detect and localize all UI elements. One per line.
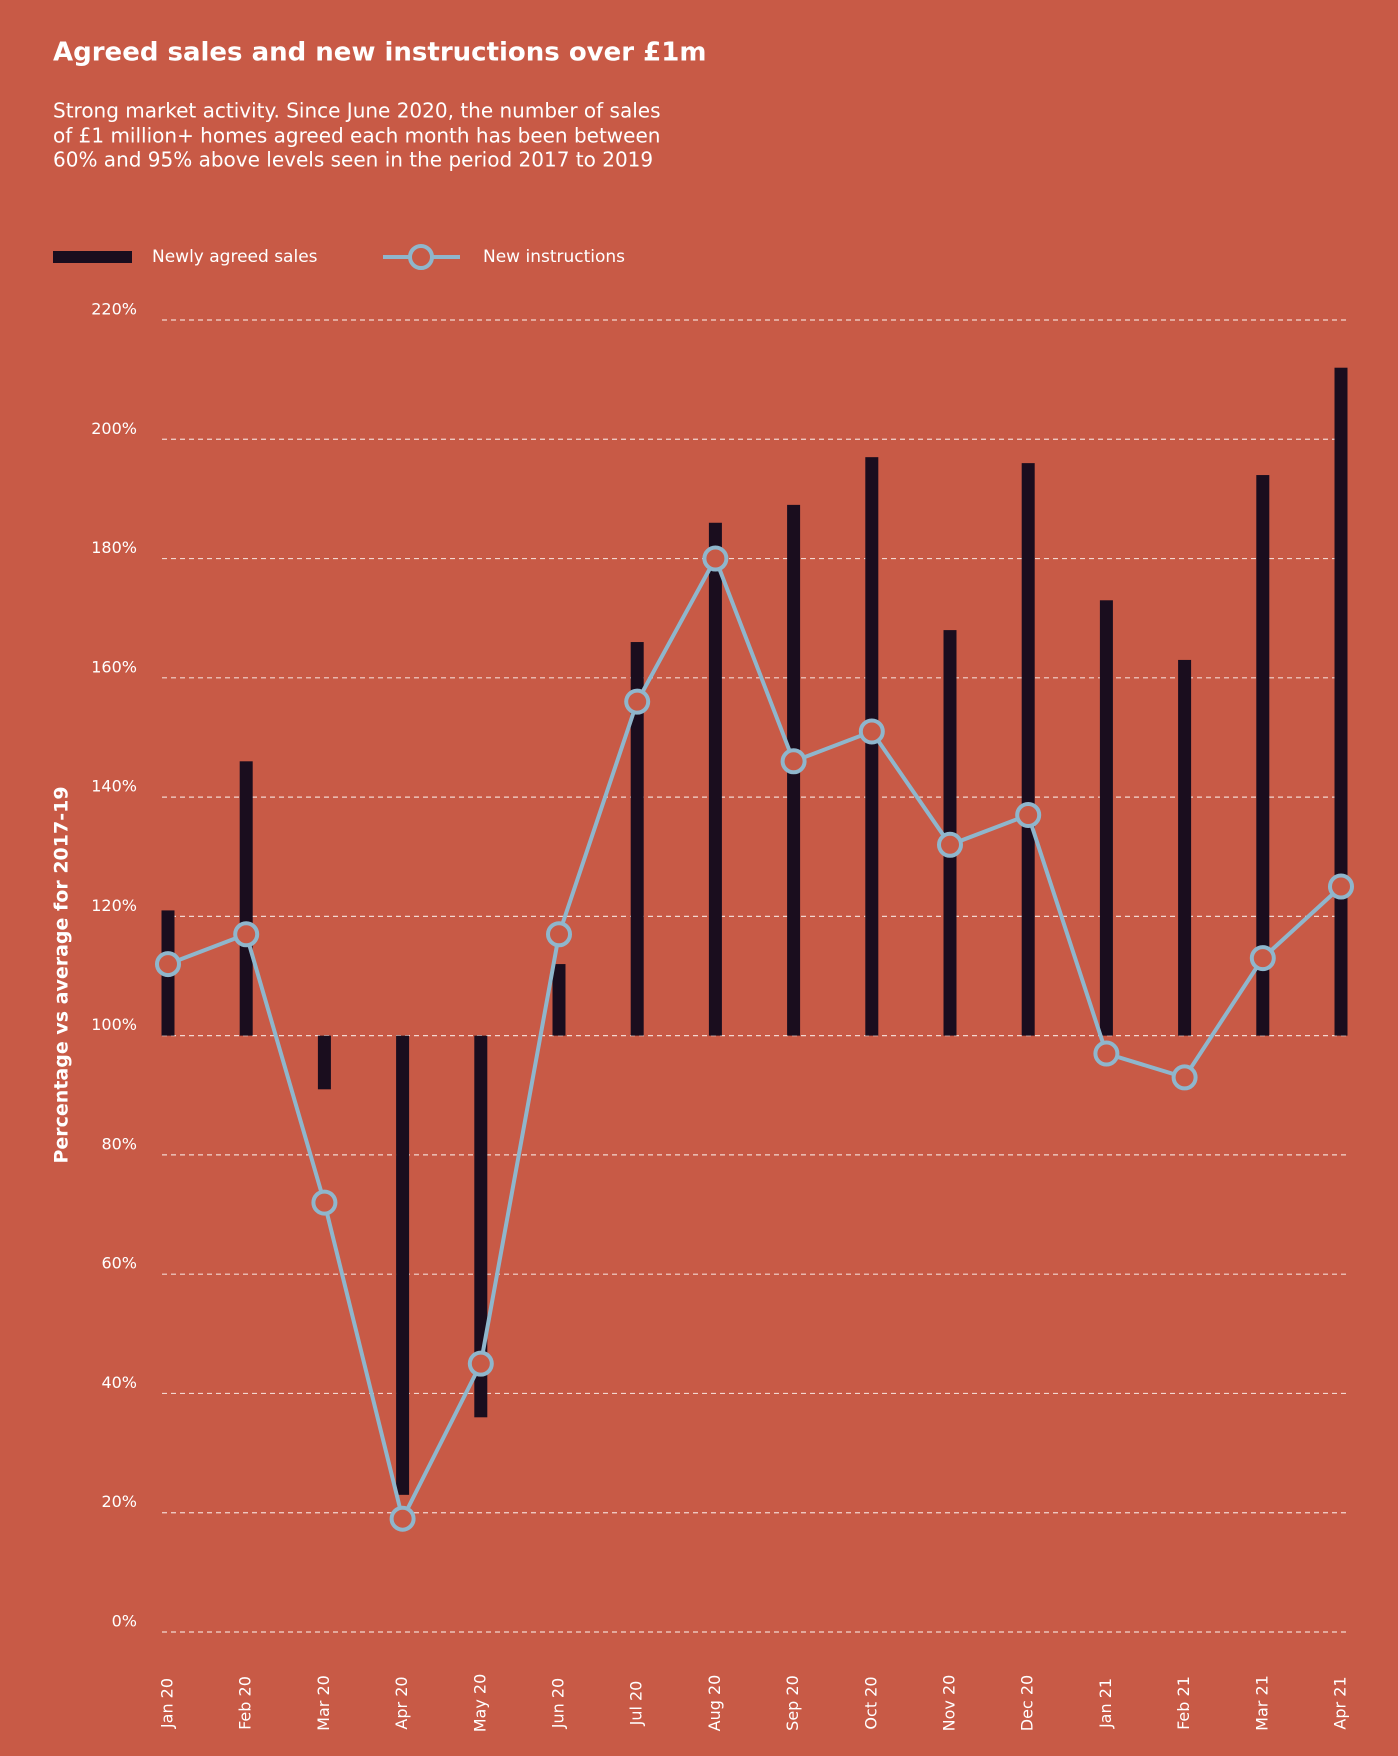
point	[467, 1350, 494, 1377]
x-tick-label: Dec 20	[1018, 1675, 1037, 1731]
x-tick-label: Jan 21	[1096, 1678, 1115, 1729]
line	[167, 553, 1343, 1525]
legend-swatch	[53, 251, 132, 263]
y-tick-label: 20%	[101, 1492, 137, 1511]
x-tick-label: Aug 20	[705, 1675, 724, 1732]
point	[1171, 1064, 1198, 1091]
y-tick-label: 140%	[91, 777, 137, 796]
point	[1328, 873, 1354, 900]
bar	[1021, 463, 1035, 1036]
x-tick-label: Feb 20	[236, 1676, 255, 1730]
point	[546, 921, 572, 948]
y-tick-label: 100%	[91, 1015, 137, 1034]
point	[1093, 1040, 1120, 1067]
bar	[708, 522, 722, 1036]
point	[937, 831, 963, 858]
y-tick-label: 160%	[91, 657, 137, 676]
x-tick-label: Feb 21	[1174, 1676, 1193, 1730]
y-tick-label: 80%	[101, 1134, 137, 1153]
subtitle: Strong market activity. Since June 2020,…	[53, 99, 661, 123]
point	[1249, 945, 1276, 972]
bar	[396, 1035, 410, 1495]
x-tick-label: Jan 20	[158, 1678, 177, 1729]
point	[702, 545, 729, 572]
y-tick-label: 180%	[91, 538, 137, 557]
bar	[474, 1035, 488, 1418]
x-tick-label: Mar 21	[1252, 1675, 1271, 1731]
y-tick-label: 200%	[91, 419, 137, 438]
y-tick-label: 60%	[101, 1254, 137, 1273]
point	[155, 951, 181, 978]
legend-label: Newly agreed sales	[152, 247, 318, 267]
bar	[1099, 600, 1113, 1036]
x-tick-label: Oct 20	[861, 1676, 880, 1729]
bar	[865, 457, 879, 1036]
y-tick-label: 0%	[112, 1612, 137, 1631]
y-tick-label: 40%	[101, 1373, 137, 1392]
legend-swatch	[408, 244, 434, 270]
legend-label: New instructions	[483, 247, 625, 267]
subtitle: 60% and 95% above levels seen in the per…	[53, 148, 653, 172]
bar	[552, 964, 566, 1036]
x-tick-label: Jul 20	[627, 1681, 646, 1727]
point	[624, 688, 651, 715]
point	[389, 1505, 416, 1532]
point	[858, 718, 885, 745]
x-tick-label: May 20	[470, 1674, 489, 1733]
point	[780, 748, 807, 775]
bar	[1256, 475, 1270, 1036]
bar	[239, 761, 253, 1036]
x-tick-label: Apr 20	[392, 1676, 411, 1729]
y-axis-title: Percentage vs average for 2017-19	[51, 786, 73, 1163]
bar	[1334, 367, 1348, 1036]
point	[1015, 801, 1042, 828]
point	[233, 921, 260, 948]
y-tick-label: 120%	[91, 896, 137, 915]
chart-title: Agreed sales and new instructions over £…	[53, 38, 706, 68]
bar	[1178, 659, 1192, 1036]
x-tick-label: Jun 20	[549, 1678, 568, 1729]
x-tick-label: Nov 20	[940, 1675, 959, 1732]
y-tick-label: 220%	[91, 300, 137, 319]
bar	[630, 642, 644, 1036]
x-tick-label: Apr 21	[1331, 1676, 1350, 1729]
x-tick-label: Mar 20	[314, 1675, 333, 1731]
x-tick-label: Sep 20	[783, 1675, 802, 1731]
bar	[317, 1035, 331, 1090]
point	[311, 1189, 338, 1216]
subtitle: of £1 million+ homes agreed each month h…	[53, 124, 660, 148]
